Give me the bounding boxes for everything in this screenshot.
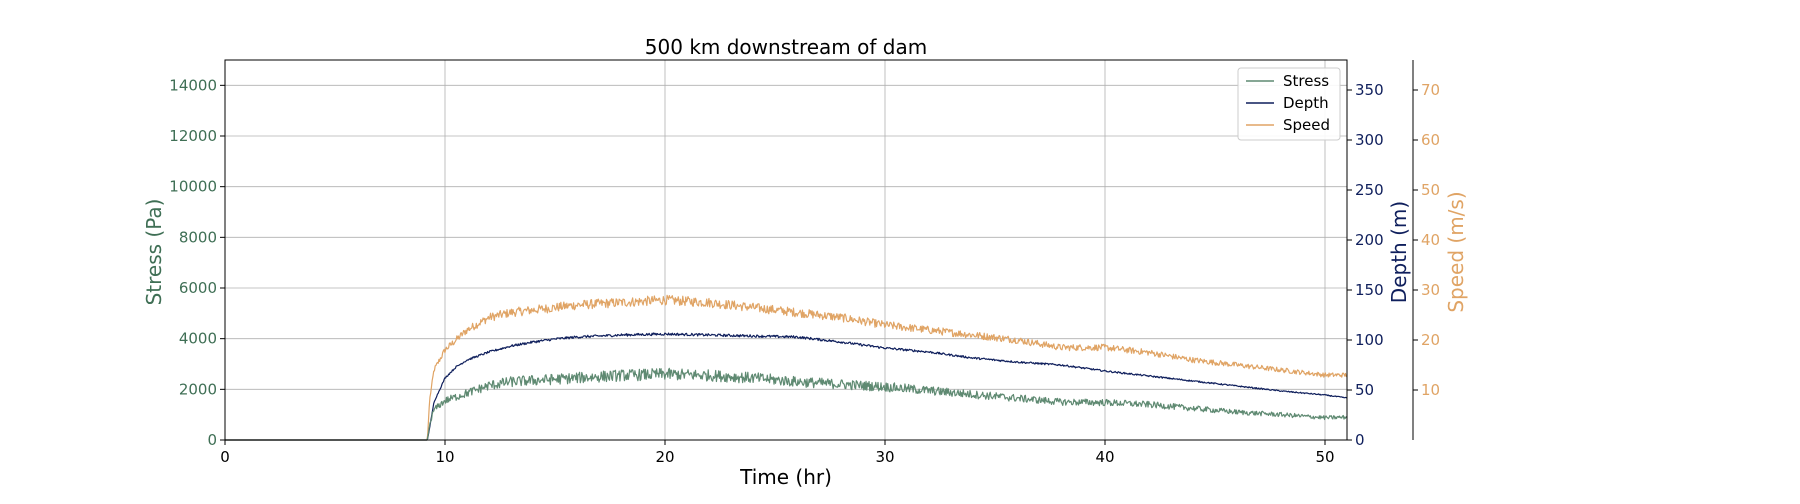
stress-tick-label: 14000 <box>169 76 217 94</box>
x-tick-label: 0 <box>220 448 230 466</box>
stress-axis-label: Stress (Pa) <box>142 199 166 306</box>
series-lines <box>225 294 1348 441</box>
speed-axis-label: Speed (m/s) <box>1444 191 1468 312</box>
depth-tick-label: 100 <box>1355 331 1384 349</box>
x-tick-label: 10 <box>435 448 454 466</box>
x-tick-label: 20 <box>655 448 674 466</box>
depth-tick-label: 350 <box>1355 81 1384 99</box>
depth-tick-label: 150 <box>1355 281 1384 299</box>
stress-tick-label: 2000 <box>179 380 217 398</box>
stress-tick-label: 8000 <box>179 228 217 246</box>
plot-frame <box>224 59 1348 441</box>
depth-tick-label: 200 <box>1355 231 1384 249</box>
speed-tick-label: 20 <box>1421 331 1440 349</box>
legend-label-speed: Speed <box>1283 116 1330 134</box>
legend-label-stress: Stress <box>1283 72 1329 90</box>
legend-box <box>1237 67 1341 141</box>
x-tick-label: 40 <box>1095 448 1114 466</box>
x-tick-label: 50 <box>1315 448 1334 466</box>
speed-tick-label: 50 <box>1421 181 1440 199</box>
legend: Stress Depth Speed <box>1237 67 1341 141</box>
series-line-speed <box>225 294 1348 441</box>
x-tick-label: 30 <box>875 448 894 466</box>
axes: 0 10 20 30 40 5002000400060008000100001200014… <box>169 59 1440 466</box>
stress-tick-label: 4000 <box>179 330 217 348</box>
stress-tick-label: 6000 <box>179 279 217 297</box>
speed-tick-label: 40 <box>1421 231 1440 249</box>
speed-tick-label: 30 <box>1421 281 1440 299</box>
x-axis-label: Time (hr) <box>739 465 832 489</box>
grid <box>224 60 1347 441</box>
chart-title: 500 km downstream of dam <box>645 35 927 59</box>
speed-tick-label: 10 <box>1421 381 1440 399</box>
depth-tick-label: 300 <box>1355 131 1384 149</box>
stress-tick-label: 12000 <box>169 127 217 145</box>
depth-tick-label: 250 <box>1355 181 1384 199</box>
speed-tick-label: 60 <box>1421 131 1440 149</box>
series-line-depth <box>225 332 1348 441</box>
depth-tick-label: 50 <box>1355 381 1374 399</box>
depth-tick-label: 0 <box>1355 431 1365 449</box>
depth-axis-label: Depth (m) <box>1387 201 1411 303</box>
legend-label-depth: Depth <box>1283 94 1329 112</box>
stress-tick-label: 0 <box>207 431 217 449</box>
stress-tick-label: 10000 <box>169 178 217 196</box>
speed-tick-label: 70 <box>1421 81 1440 99</box>
